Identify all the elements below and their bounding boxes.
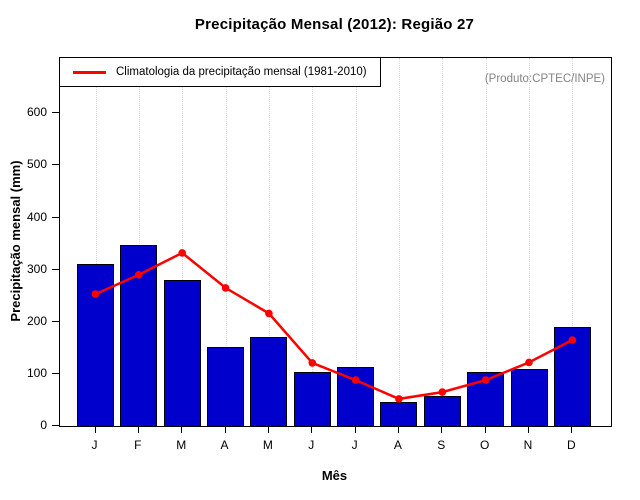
y-tick-label: 300 bbox=[26, 261, 47, 276]
bar-N-10 bbox=[510, 368, 548, 426]
gridline bbox=[572, 58, 574, 426]
chart-title: Precipitação Mensal (2012): Região 27 bbox=[194, 16, 475, 33]
x-tick-label: J bbox=[351, 438, 358, 452]
bar-J-5 bbox=[293, 371, 331, 426]
y-tick-label: 200 bbox=[26, 313, 47, 328]
y-tick-label: 0 bbox=[40, 418, 47, 432]
y-tick-mark bbox=[52, 425, 59, 426]
legend-red-line-icon bbox=[73, 70, 106, 74]
gridline bbox=[398, 58, 400, 426]
plot-area: (Produto:CPTEC/INPE) Climatologia da pre… bbox=[59, 57, 612, 427]
legend-box: Climatologia da precipitação mensal (198… bbox=[59, 57, 381, 87]
climatology-line-layer bbox=[91, 249, 577, 403]
x-tick-label: O bbox=[479, 438, 490, 452]
y-tick-mark bbox=[52, 216, 59, 218]
x-tick-mark bbox=[137, 426, 139, 433]
y-tick-mark bbox=[52, 320, 59, 322]
climatology-point bbox=[308, 359, 317, 367]
bar-A-7 bbox=[380, 401, 418, 426]
gridline bbox=[312, 58, 314, 426]
climatology-point bbox=[265, 309, 273, 318]
legend-label: Climatologia da precipitação mensal (198… bbox=[116, 66, 367, 78]
gridline bbox=[268, 58, 270, 426]
watermark-text: (Produto:CPTEC/INPE) bbox=[484, 73, 605, 85]
y-tick-mark bbox=[52, 268, 59, 270]
x-tick-mark bbox=[397, 426, 399, 433]
climatology-point bbox=[351, 376, 360, 384]
x-tick-label: D bbox=[567, 438, 576, 452]
x-tick-mark bbox=[311, 426, 313, 433]
x-tick-label: J bbox=[91, 438, 98, 452]
y-tick-label: 600 bbox=[26, 105, 47, 120]
gridline bbox=[95, 58, 97, 426]
climatology-line bbox=[94, 251, 573, 401]
x-axis-label: Mês bbox=[321, 468, 348, 483]
climatology-point bbox=[568, 336, 577, 344]
x-tick-label: N bbox=[523, 438, 533, 452]
y-tick-label: 400 bbox=[26, 209, 47, 224]
y-tick-label: 500 bbox=[26, 157, 47, 172]
x-tick-label: M bbox=[176, 438, 187, 452]
x-tick-label: A bbox=[220, 438, 229, 452]
y-tick-mark bbox=[52, 164, 59, 166]
gridline bbox=[485, 58, 487, 426]
y-tick-mark bbox=[52, 112, 59, 114]
bar-S-8 bbox=[423, 396, 461, 426]
gridline bbox=[225, 58, 227, 426]
x-tick-mark bbox=[181, 426, 183, 433]
bar-A-3 bbox=[207, 346, 245, 426]
climatology-point bbox=[135, 271, 143, 279]
x-tick-mark bbox=[441, 426, 443, 433]
climatology-point bbox=[481, 376, 490, 384]
gridline bbox=[529, 58, 530, 426]
x-tick-label: A bbox=[393, 438, 402, 452]
x-tick-label: J bbox=[308, 438, 315, 452]
x-tick-mark bbox=[354, 426, 356, 433]
bar-M-2 bbox=[163, 280, 201, 426]
y-tick-mark bbox=[52, 372, 59, 374]
x-tick-mark bbox=[94, 426, 96, 433]
bar-M-4 bbox=[250, 337, 288, 426]
x-tick-mark bbox=[528, 426, 529, 433]
y-tick-label: 100 bbox=[26, 365, 47, 380]
x-tick-mark bbox=[484, 426, 486, 433]
gridline bbox=[182, 58, 184, 426]
gridline bbox=[138, 58, 140, 426]
x-tick-mark bbox=[224, 426, 226, 433]
x-tick-label: M bbox=[262, 438, 273, 452]
climatology-point bbox=[91, 290, 100, 298]
x-tick-label: F bbox=[134, 438, 142, 452]
x-tick-label: S bbox=[437, 438, 446, 452]
x-tick-mark bbox=[571, 426, 573, 433]
climatology-point bbox=[178, 249, 186, 257]
climatology-point bbox=[395, 395, 403, 403]
x-tick-mark bbox=[267, 426, 269, 433]
climatology-point bbox=[221, 284, 230, 292]
gridline bbox=[355, 58, 357, 426]
gridline bbox=[442, 58, 444, 426]
climatology-point bbox=[438, 388, 447, 396]
climatology-point bbox=[525, 358, 533, 367]
